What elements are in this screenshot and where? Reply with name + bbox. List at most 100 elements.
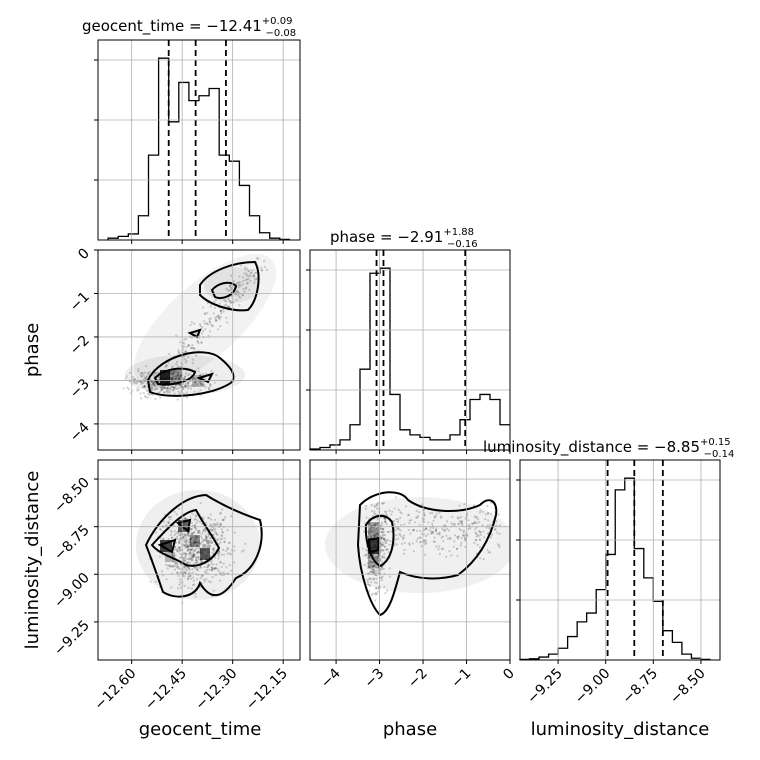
scatter-point: [218, 316, 221, 320]
histogram-luminosity_distance: [519, 477, 711, 661]
scatter-point: [190, 548, 193, 551]
scatter-point: [182, 348, 185, 351]
scatter-point: [461, 524, 464, 527]
scatter-point: [399, 529, 402, 532]
scatter-point: [216, 314, 219, 318]
scatter-point: [171, 565, 175, 568]
scatter-point: [486, 548, 489, 551]
scatter-point: [486, 504, 489, 508]
scatter-point: [375, 587, 378, 590]
scatter-point: [424, 543, 427, 546]
scatter-point: [143, 371, 146, 374]
scatter-point: [204, 372, 208, 375]
scatter-point: [212, 563, 215, 566]
scatter-point: [203, 384, 206, 387]
scatter-point: [195, 558, 198, 562]
scatter-point: [220, 553, 224, 556]
scatter-point: [370, 545, 373, 548]
scatter-point: [244, 268, 247, 271]
title-luminosity-distance: luminosity_distance = −8.85+0.15 −0.14: [483, 437, 734, 460]
scatter-point: [374, 522, 377, 525]
scatter-point: [167, 564, 170, 567]
scatter-point: [184, 384, 188, 387]
scatter-point: [173, 392, 176, 395]
scatter-point: [180, 375, 183, 378]
scatter-point: [432, 530, 435, 533]
scatter-point: [375, 535, 379, 538]
panel-frame-geocent_time: [97, 39, 301, 241]
scatter-point: [165, 381, 168, 384]
scatter-point: [214, 567, 217, 570]
scatter-point: [174, 545, 177, 549]
scatter-point: [385, 548, 388, 551]
scatter-point: [372, 527, 375, 530]
scatter-point: [215, 319, 218, 322]
scatter-point: [456, 536, 459, 539]
scatter-point: [216, 328, 220, 331]
scatter-point: [380, 543, 384, 547]
scatter-point: [182, 385, 185, 389]
scatter-point: [365, 504, 368, 508]
scatter-point: [159, 396, 162, 399]
scatter-point: [162, 392, 166, 395]
scatter-point: [162, 380, 166, 383]
scatter-point: [202, 529, 205, 532]
scatter-point: [247, 274, 250, 277]
scatter-point: [171, 554, 174, 557]
scatter-point: [189, 516, 192, 519]
scatter-point: [210, 566, 214, 569]
scatter-point: [190, 521, 193, 524]
scatter-point: [450, 554, 453, 557]
scatter-point: [189, 551, 192, 554]
scatter-point: [407, 513, 410, 516]
scatter-point: [195, 541, 198, 544]
scatter-point: [144, 396, 148, 399]
scatter-point: [197, 541, 200, 544]
scatter-point: [139, 380, 142, 383]
scatter-point: [153, 384, 156, 387]
scatter-point: [184, 552, 188, 555]
scatter-point: [177, 374, 180, 377]
scatter-point: [447, 529, 451, 532]
scatter-point: [186, 543, 189, 547]
scatter-point: [173, 533, 176, 537]
scatter-point: [400, 542, 404, 546]
scatter-point: [380, 536, 383, 539]
scatter-point: [402, 537, 405, 540]
scatter-point: [368, 578, 371, 581]
scatter-point: [182, 387, 185, 390]
scatter-point: [194, 524, 197, 527]
scatter-point: [383, 510, 387, 513]
scatter-point: [150, 384, 153, 387]
scatter-point: [375, 556, 378, 559]
contours-phase-luminosity: [356, 491, 498, 617]
scatter-point: [190, 558, 193, 561]
scatter-point: [179, 552, 182, 556]
scatter-point: [490, 533, 494, 536]
scatter-point: [384, 520, 387, 523]
scatter-point: [397, 528, 401, 531]
scatter-point: [193, 523, 196, 527]
scatter-point: [390, 513, 393, 516]
scatter-point: [366, 578, 369, 581]
scatter-point: [240, 264, 243, 267]
scatter-point: [434, 528, 438, 531]
scatter-point: [143, 386, 146, 389]
scatter-point: [205, 578, 208, 581]
scatter-point: [367, 523, 370, 526]
scatter-point: [443, 528, 446, 531]
scatter-point: [160, 376, 163, 379]
scatter-point: [192, 543, 195, 546]
scatter-point: [381, 568, 384, 571]
scatter-point: [161, 570, 164, 573]
scatter-point: [481, 510, 485, 513]
scatter-point: [207, 540, 210, 543]
scatter-point: [214, 531, 217, 534]
scatter-point: [420, 540, 423, 543]
scatter-point: [260, 269, 263, 272]
scatter-point: [216, 533, 219, 537]
scatter-point: [196, 542, 199, 545]
scatter-point: [371, 544, 374, 547]
scatter-point: [153, 380, 156, 384]
scatter-point: [380, 530, 383, 534]
